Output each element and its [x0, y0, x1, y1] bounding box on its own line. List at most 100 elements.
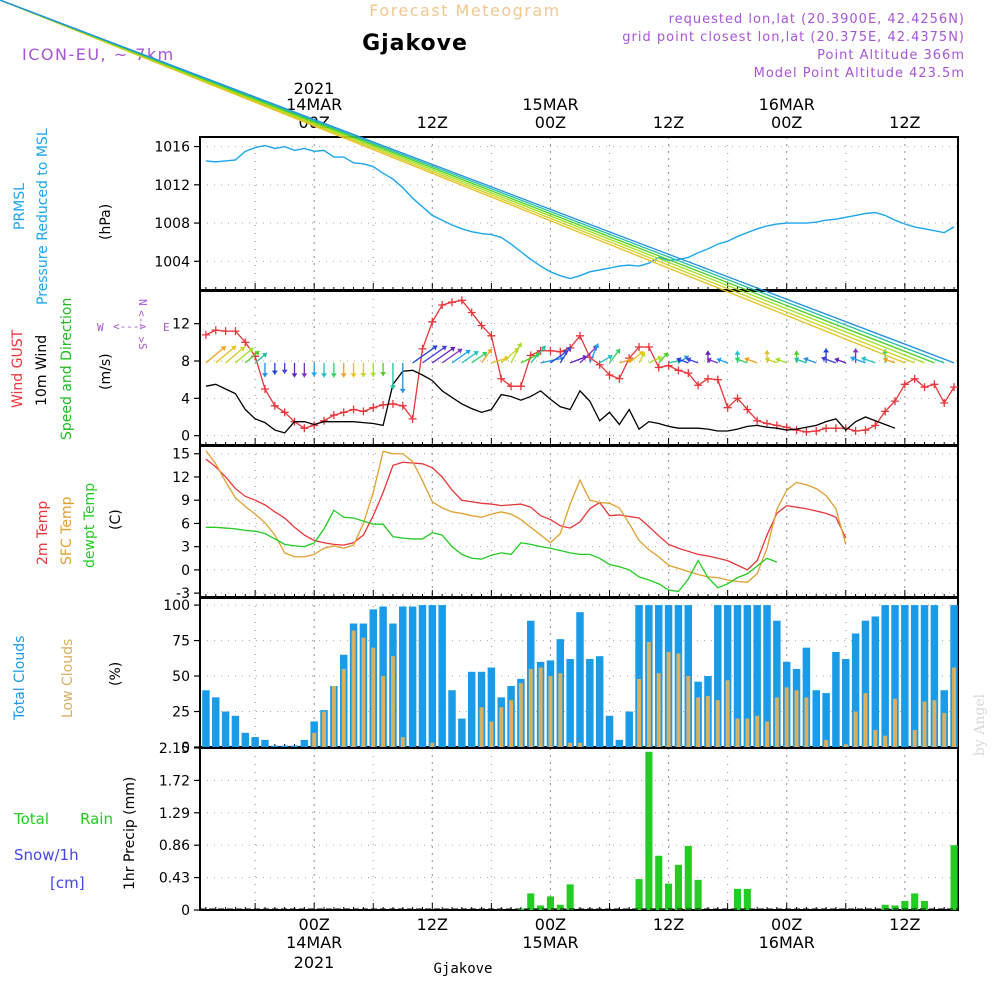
top-day-label: 16MAR [759, 95, 815, 114]
low-cloud-bar [676, 653, 681, 747]
total-cloud-bar [458, 718, 466, 747]
wind-arrow-head [607, 354, 613, 361]
gust-marker [851, 427, 860, 435]
top-hour-label: 12Z [889, 113, 920, 132]
wind-arrow [540, 357, 565, 364]
low-cloud-bar [715, 700, 720, 747]
gust-marker [369, 403, 378, 412]
precip-panel: 0 0.43 0.86 1.29 1.72 2.15 [159, 741, 959, 919]
gust-marker [556, 347, 565, 356]
temp-unit: (C) [108, 509, 124, 530]
total-cloud-bar [871, 616, 880, 747]
compass-south: S [136, 343, 149, 350]
low-cloud-bar [666, 651, 671, 747]
wind-arrow-head [794, 357, 800, 363]
gust-marker [743, 405, 752, 414]
total-cloud-bar [743, 605, 752, 747]
wind-arrow-head [360, 373, 367, 378]
bottom-day-label: 15MAR [522, 933, 578, 952]
gust-marker [241, 338, 250, 347]
y-tick-label: 0 [181, 740, 190, 756]
total-rain-label: Total [13, 810, 49, 828]
wind-arrow-head [663, 352, 669, 358]
low-cloud-bar [745, 718, 750, 747]
gust-marker [822, 424, 831, 433]
total-cloud-bar [448, 690, 456, 747]
low-cloud-bar [509, 700, 514, 747]
low-cloud-bar [952, 667, 957, 747]
gust-marker [654, 363, 663, 372]
low-cloud-bar [548, 676, 553, 747]
bottom-hour-label: 00Z [299, 915, 330, 934]
gust-marker [310, 421, 319, 430]
total-cloud-bar [723, 605, 732, 747]
wind-arrow [215, 345, 237, 364]
gust-marker [448, 298, 457, 307]
wind-arrow-head [370, 372, 377, 377]
top-hour-label: 00Z [535, 113, 566, 132]
compass-west: W [97, 321, 104, 334]
total-cloud-bar [438, 605, 446, 747]
precip-bar [901, 900, 909, 910]
y-tick-label: 12 [172, 470, 190, 486]
low-cloud-bar [528, 668, 533, 747]
wind-arrow-head [330, 373, 337, 378]
gust-marker [861, 426, 870, 435]
y-tick-label: 8 [181, 354, 190, 370]
wind-arrow-head [627, 357, 633, 364]
precip-bar [684, 845, 692, 910]
low-cloud-bar [400, 737, 405, 747]
total-cloud-bar [763, 605, 771, 747]
y-tick-label: 0 [181, 429, 190, 445]
y-tick-label: 2.15 [159, 741, 190, 757]
total-cloud-bar [910, 605, 919, 747]
total-cloud-bar [615, 739, 624, 747]
precip-bar [566, 884, 574, 910]
y-tick-label: 100 [163, 598, 190, 614]
low-cloud-bar [824, 739, 829, 747]
wind-arrow-head [686, 357, 692, 363]
wind-unit: (m/s) [98, 353, 114, 390]
total-cloud-bar [714, 605, 722, 747]
total-cloud-bar [605, 715, 614, 747]
gust-marker [763, 419, 772, 428]
total-cloud-bar [595, 656, 604, 747]
sfc-temp-label: SFC Temp [59, 496, 75, 565]
wind-arrow-head [540, 345, 546, 351]
wind-arrow-head [565, 346, 571, 352]
total-cloud-bar [408, 606, 417, 747]
wind-arrow-head [793, 350, 800, 355]
wind-arrow-head [821, 356, 827, 362]
pressure-line [205, 144, 955, 280]
total-cloud-bar [202, 690, 210, 747]
wind-arrow-head [640, 352, 646, 358]
wind-arrow-head [593, 343, 600, 349]
low-cloud-bar [430, 742, 435, 747]
low-cloud-bar [686, 676, 691, 747]
top-hour-label: 12Z [653, 113, 684, 132]
total-cloud-bar [241, 732, 250, 747]
wind-arrow [431, 346, 456, 364]
total-cloud-bar [231, 715, 240, 747]
gust-marker [605, 371, 614, 379]
precip-bar [665, 883, 673, 910]
temp-line-1 [205, 450, 847, 583]
wind-arrow-head [704, 350, 711, 355]
low-cloud-bar [784, 687, 789, 747]
low-cloud-bar [932, 700, 937, 747]
total-cloud-bar [221, 711, 230, 747]
precip-bar [645, 751, 653, 910]
low-cloud-bar [322, 711, 327, 747]
rain-label: Rain [80, 810, 113, 828]
gust-marker [694, 381, 703, 390]
total-cloud-bar [467, 671, 476, 747]
total-cloud-bar [920, 605, 929, 747]
low-cloud-bar [312, 732, 317, 747]
total-cloud-bar [280, 745, 289, 747]
total-cloud-bar [733, 605, 742, 747]
panels: 1004 1008 1012 1016 0 4 8 12 -3 0 3 6 9 12 15 0 25 50 75 10… [0, 0, 959, 919]
compass-north: N [136, 299, 149, 306]
total-cloud-bar [428, 605, 437, 747]
gust-marker [723, 403, 732, 412]
snow-unit-label: [cm] [50, 874, 85, 892]
